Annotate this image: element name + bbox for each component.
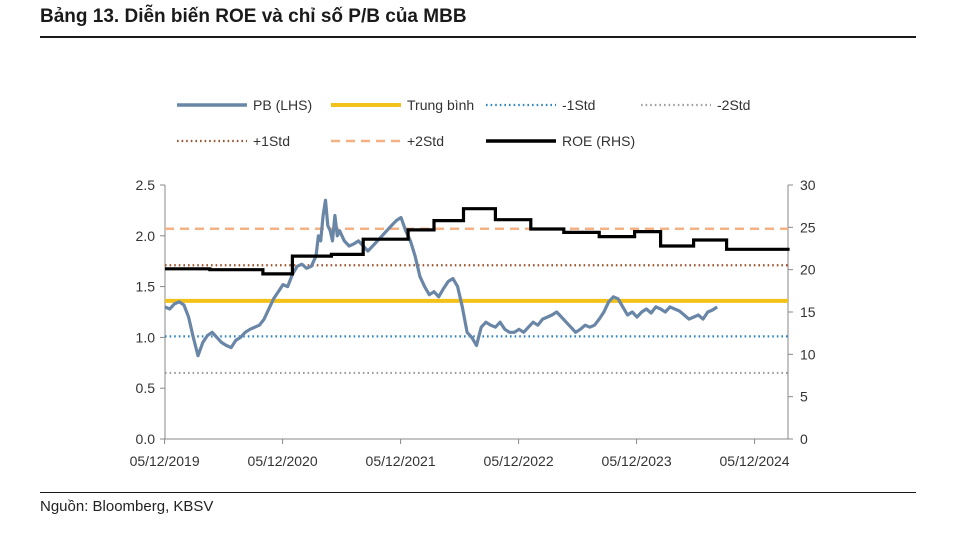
series-pb-line — [164, 198, 719, 358]
y-right-tick-label: 30 — [800, 177, 816, 193]
y-right-tick-label: 5 — [800, 389, 808, 405]
x-tick-label: 05/12/2024 — [720, 453, 790, 469]
y-left-tick-label: 0.0 — [136, 431, 156, 447]
y-left-tick-label: 1.0 — [136, 329, 156, 345]
series-roe-line — [165, 207, 790, 276]
x-tick-label: 05/12/2022 — [484, 453, 554, 469]
legend-label: -2Std — [717, 97, 750, 113]
legend-label: +2Std — [407, 133, 444, 149]
y-right-tick-label: 0 — [800, 431, 808, 447]
legend-label: ROE (RHS) — [562, 133, 635, 149]
source-note: Nguồn: Bloomberg, KBSV — [40, 498, 214, 515]
x-tick-label: 05/12/2019 — [130, 453, 200, 469]
title-rule — [40, 36, 916, 38]
y-left-tick-label: 1.5 — [136, 279, 156, 295]
x-tick-label: 05/12/2021 — [366, 453, 436, 469]
y-left-tick-label: 0.5 — [136, 380, 156, 396]
footer-rule — [40, 492, 916, 493]
x-tick-label: 05/12/2020 — [248, 453, 318, 469]
chart-title: Bảng 13. Diễn biến ROE và chỉ số P/B của… — [40, 6, 467, 27]
y-right-tick-label: 15 — [800, 304, 816, 320]
legend-label: Trung bình — [407, 97, 474, 113]
y-right-tick-label: 25 — [800, 219, 816, 235]
y-right-tick-label: 10 — [800, 346, 816, 362]
legend-label: +1Std — [253, 133, 290, 149]
y-left-tick-label: 2.5 — [136, 177, 156, 193]
y-left-tick-label: 2.0 — [136, 228, 156, 244]
x-tick-label: 05/12/2023 — [602, 453, 672, 469]
legend-label: -1Std — [562, 97, 595, 113]
legend-label: PB (LHS) — [253, 97, 312, 113]
y-right-tick-label: 20 — [800, 262, 816, 278]
